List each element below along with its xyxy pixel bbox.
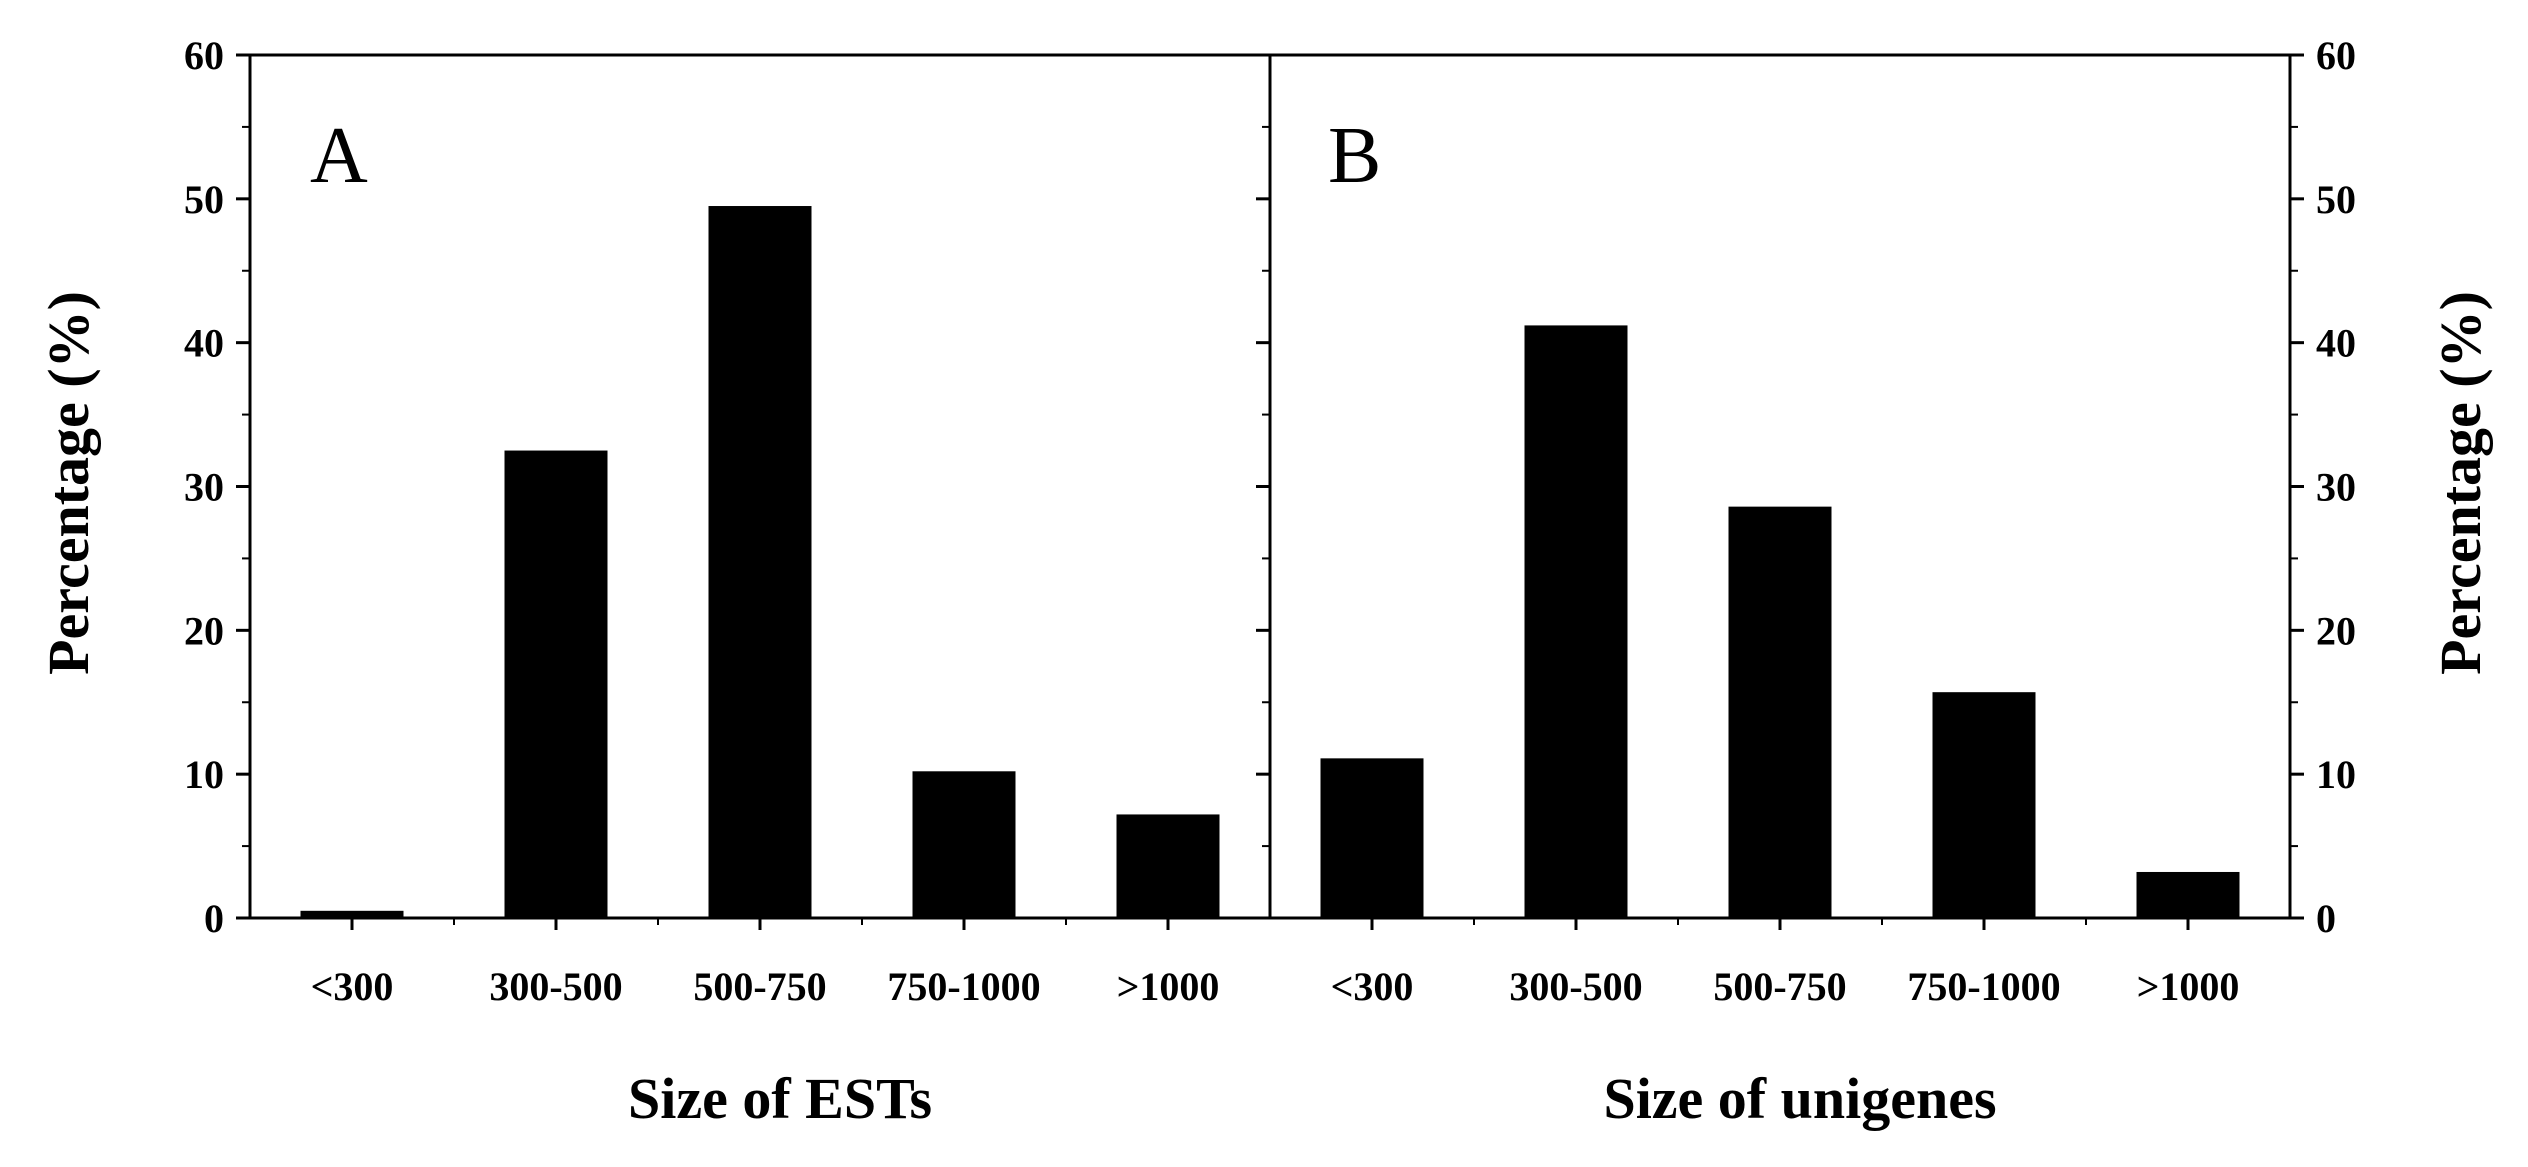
bar-a-3	[708, 206, 812, 918]
y-tick-label-b-20: 20	[2316, 608, 2356, 653]
x-tick-label-b-3: 500-750	[1713, 964, 1846, 1009]
y-tick-label-a-60: 60	[184, 33, 224, 78]
x-tick-label-b-2: 300-500	[1509, 964, 1642, 1009]
bar-b-4	[1932, 692, 2036, 918]
panel-b: B Size of unigenes Percentage (%) <300 30…	[1256, 33, 2493, 1131]
y-tick-label-a-10: 10	[184, 752, 224, 797]
bar-b-1	[1320, 758, 1424, 918]
bar-a-4	[912, 771, 1016, 918]
x-tick-label-b-4: 750-1000	[1907, 964, 2060, 1009]
x-tick-label-a-4: 750-1000	[887, 964, 1040, 1009]
bar-a-1	[300, 910, 404, 918]
x-tick-label-b-5: >1000	[2137, 964, 2240, 1009]
panel-a-letter: A	[310, 112, 368, 200]
panel-b-x-axis-title: Size of unigenes	[1603, 1066, 1996, 1131]
bar-a-2	[504, 450, 608, 918]
panel-a: A Size of ESTs Percentage (%) <300 300-50…	[36, 33, 1272, 1131]
panel-b-letter: B	[1328, 112, 1381, 200]
y-tick-label-b-30: 30	[2316, 465, 2356, 510]
x-tick-label-b-1: <300	[1331, 964, 1414, 1009]
bar-b-3	[1728, 506, 1832, 918]
y-tick-label-a-50: 50	[184, 177, 224, 222]
bar-b-5	[2136, 871, 2240, 918]
y-tick-label-a-20: 20	[184, 608, 224, 653]
x-tick-label-a-5: >1000	[1117, 964, 1220, 1009]
y-tick-label-b-60: 60	[2316, 33, 2356, 78]
x-tick-label-a-2: 300-500	[489, 964, 622, 1009]
bar-a-5	[1116, 814, 1220, 918]
right-y-axis-title: Percentage (%)	[2428, 291, 2493, 675]
x-tick-label-a-1: <300	[311, 964, 394, 1009]
x-tick-label-a-3: 500-750	[693, 964, 826, 1009]
bar-b-2	[1524, 325, 1628, 918]
panel-a-x-axis-title: Size of ESTs	[628, 1066, 932, 1131]
left-y-axis-title: Percentage (%)	[36, 291, 101, 675]
y-tick-label-b-0: 0	[2316, 896, 2336, 941]
y-tick-label-b-10: 10	[2316, 752, 2356, 797]
y-tick-label-a-30: 30	[184, 465, 224, 510]
y-tick-label-a-0: 0	[204, 896, 224, 941]
y-tick-label-b-40: 40	[2316, 321, 2356, 366]
y-tick-label-a-40: 40	[184, 321, 224, 366]
y-tick-label-b-50: 50	[2316, 177, 2356, 222]
